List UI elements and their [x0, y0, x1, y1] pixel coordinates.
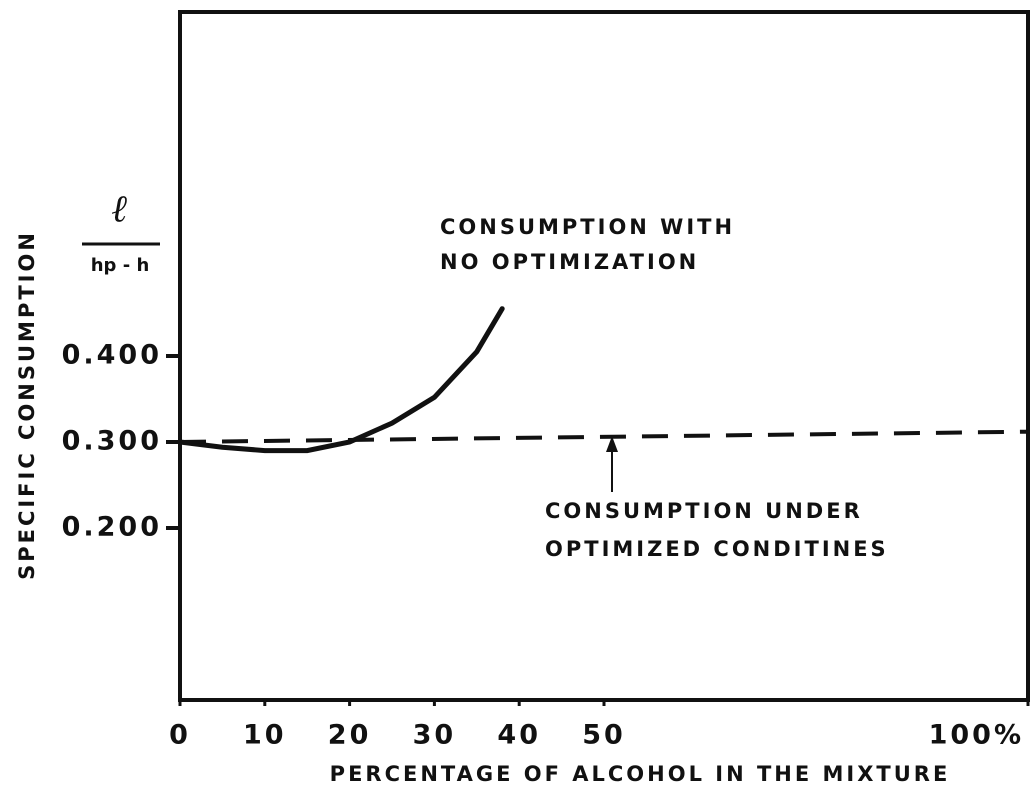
- annotation: NO OPTIMIZATION: [440, 250, 699, 274]
- plot-frame: [178, 10, 1030, 702]
- annotation: CONSUMPTION UNDER: [545, 499, 863, 523]
- annotation: OPTIMIZED CONDITINES: [545, 537, 889, 561]
- data-line: [177, 306, 505, 454]
- arrow-head: [606, 436, 618, 452]
- y-axis-label: SPECIFIC CONSUMPTION: [15, 230, 39, 580]
- y-units-numerator: ℓ: [112, 186, 128, 231]
- x-tick-label: 40: [497, 720, 541, 751]
- y-tick-label: 0.400: [62, 340, 162, 371]
- x-tick-label: 10: [243, 720, 287, 751]
- x-tick-label: 100%: [929, 720, 1024, 751]
- x-axis-label: PERCENTAGE OF ALCOHOL IN THE MIXTURE: [330, 762, 951, 786]
- x-tick-label: 0: [169, 720, 191, 751]
- x-tick-label: 20: [328, 720, 372, 751]
- x-tick-label: 50: [582, 720, 626, 751]
- x-tick-label: 30: [413, 720, 457, 751]
- y-tick-label: 0.300: [62, 426, 162, 457]
- y-tick-label: 0.200: [62, 512, 162, 543]
- y-units-denominator: hp - h: [91, 255, 150, 276]
- data-line: [179, 429, 1029, 444]
- annotation: CONSUMPTION WITH: [440, 215, 735, 239]
